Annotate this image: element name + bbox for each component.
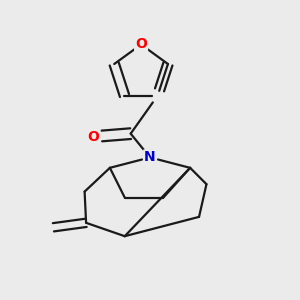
Text: N: N — [144, 150, 156, 164]
Text: O: O — [88, 130, 100, 144]
Text: O: O — [135, 38, 147, 52]
